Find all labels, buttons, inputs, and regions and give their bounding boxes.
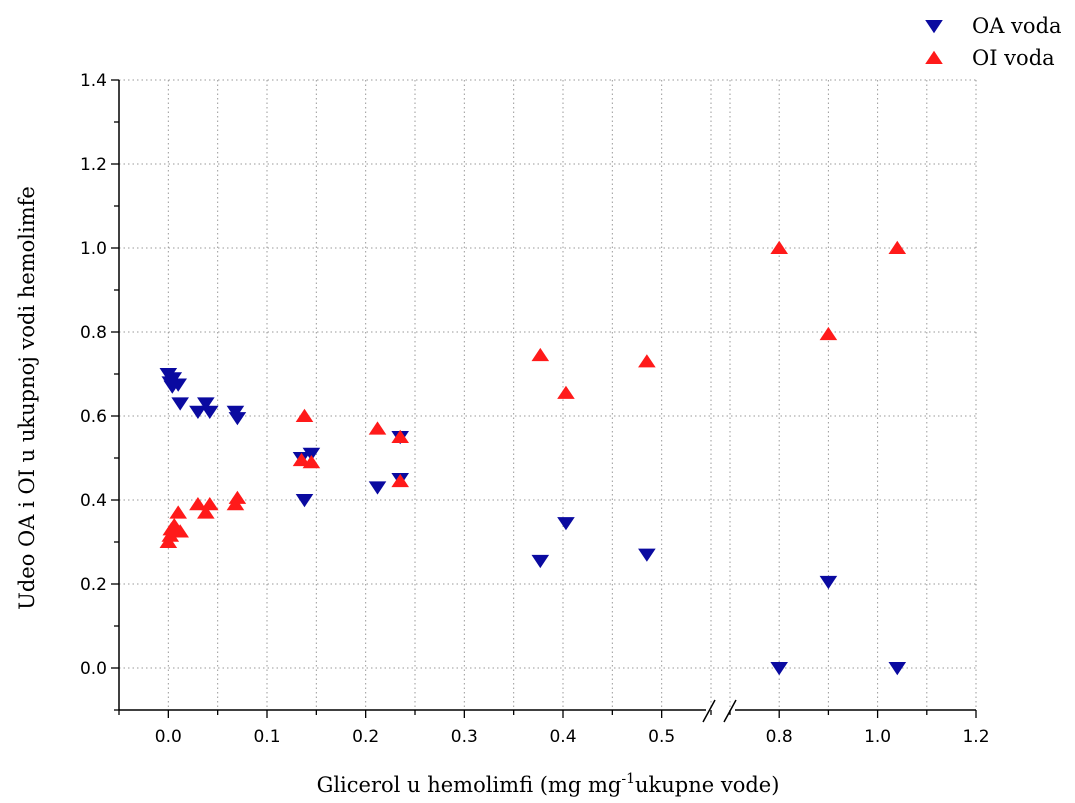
data-point-oi	[200, 497, 219, 511]
x-tick-label: 0.1	[253, 727, 280, 747]
y-tick-label: 0.2	[80, 575, 107, 595]
legend-marker-oi	[925, 50, 943, 64]
data-point-oa	[770, 662, 788, 676]
legend-label-oi: OI voda	[972, 46, 1055, 70]
data-point-oa	[302, 447, 321, 461]
axis-break-marker	[702, 699, 737, 723]
data-point-oi	[189, 497, 207, 511]
x-axis-title-sup: -1	[621, 771, 635, 787]
data-point-oi	[302, 455, 321, 469]
legend-item-oi: OI voda	[925, 46, 1055, 70]
series-oi	[159, 240, 907, 548]
axes	[118, 80, 976, 723]
data-point-oa	[368, 481, 387, 495]
y-tick-label: 1.0	[80, 239, 107, 259]
data-point-oa	[200, 405, 219, 419]
y-tick-label: 0.6	[80, 407, 107, 427]
x-tick-label: 1.2	[962, 727, 989, 747]
legend-item-oa: OA voda	[925, 14, 1062, 38]
x-tick-label: 0.0	[155, 727, 182, 747]
y-tick-label: 0.4	[80, 491, 107, 511]
data-point-oa	[295, 494, 314, 508]
data-point-oi	[228, 490, 247, 504]
data-point-oa	[228, 412, 247, 426]
ticks: 0.0 0.2 0.4 0.6 0.8 1.0 1.2 1.4 0.0 0.1 0.2 0.3 0.4 0…	[80, 71, 990, 747]
data-point-oi	[197, 505, 215, 519]
x-tick-label: 1.0	[864, 727, 891, 747]
y-axis-title: Udeo OA i OI u ukupnoj vodi hemolimfe	[15, 186, 39, 610]
data-point-oi	[557, 385, 575, 399]
data-point-oi	[819, 326, 838, 341]
data-point-oa	[189, 405, 207, 419]
x-axis-title-main: Glicerol u hemolimfi (mg mg	[317, 773, 622, 797]
data-point-oa	[557, 517, 575, 531]
x-tick-label: 0.5	[648, 727, 675, 747]
series-oa	[159, 368, 907, 676]
data-point-oi	[368, 421, 387, 435]
x-tick-label: 0.2	[352, 727, 379, 747]
data-point-oa	[638, 548, 656, 562]
data-points	[159, 240, 907, 676]
data-point-oa	[819, 575, 838, 590]
data-point-oi	[171, 524, 189, 538]
data-point-oi	[169, 505, 187, 519]
data-point-oi	[292, 452, 311, 467]
x-tick-label: 0.4	[549, 727, 576, 747]
legend-marker-oa	[925, 20, 943, 34]
data-point-oa	[197, 397, 215, 411]
data-point-oa	[171, 397, 189, 411]
data-point-oi	[295, 408, 314, 422]
data-point-oi	[770, 240, 788, 254]
x-axis-title-tail: ukupne vode)	[635, 773, 779, 797]
x-axis-title: Glicerol u hemolimfi (mg mg-1ukupne vode…	[317, 771, 780, 797]
data-point-oa	[888, 662, 907, 676]
y-tick-label: 1.2	[80, 155, 107, 175]
data-point-oa	[531, 554, 550, 569]
legend: OA voda OI voda	[925, 14, 1062, 70]
y-tick-label: 1.4	[80, 71, 107, 91]
data-point-oi	[531, 347, 550, 362]
legend-label-oa: OA voda	[972, 14, 1062, 38]
data-point-oi	[888, 240, 907, 254]
x-tick-label: 0.3	[451, 727, 478, 747]
data-point-oa	[169, 378, 187, 392]
data-point-oi	[638, 354, 656, 368]
y-tick-label: 0.8	[80, 323, 107, 343]
data-point-oi	[391, 473, 409, 488]
grid	[118, 79, 977, 710]
data-point-oi	[391, 429, 409, 443]
y-tick-label: 0.0	[80, 659, 107, 679]
x-tick-label: 0.8	[766, 727, 793, 747]
